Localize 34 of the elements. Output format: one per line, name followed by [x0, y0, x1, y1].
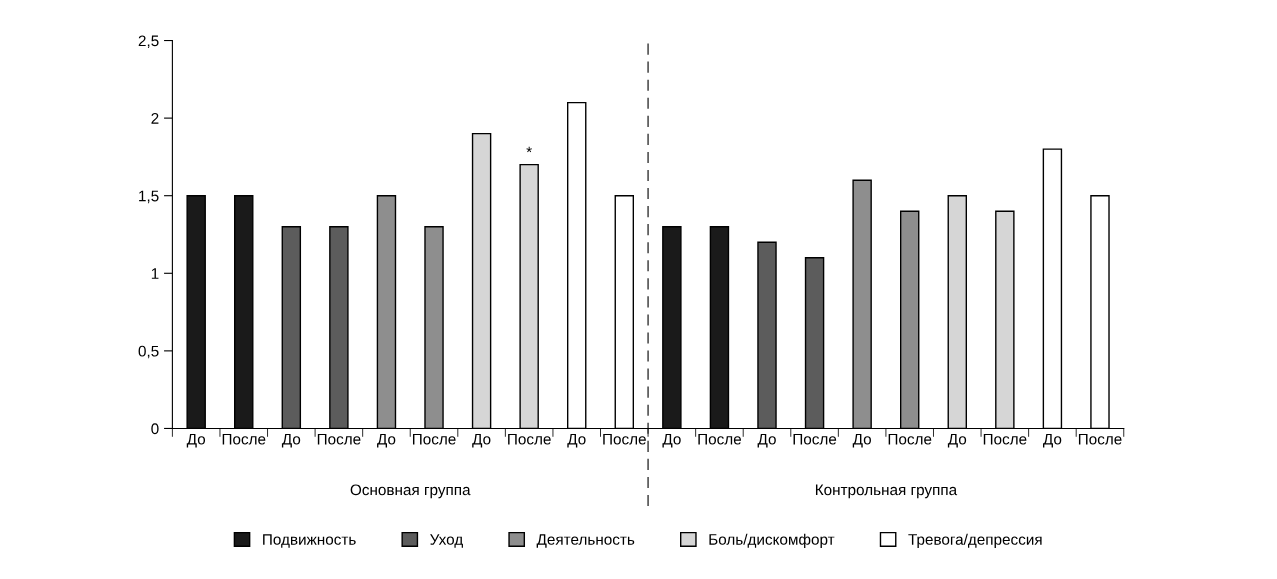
legend-label: Тревога/депрессия: [908, 533, 1042, 548]
x-tick-label: До: [1043, 433, 1062, 448]
x-tick-label: До: [186, 433, 206, 448]
y-tick-label: 0: [151, 423, 159, 435]
x-tick-label: До: [377, 433, 396, 448]
y-tick-label: 1,5: [139, 190, 159, 204]
x-tick-label: До: [472, 433, 491, 448]
y-tick-label: 2: [151, 112, 159, 124]
x-tick-label: После: [698, 433, 742, 445]
legend-label: Подвижность: [263, 534, 356, 548]
legend-label: Деятельность: [536, 534, 635, 548]
y-tick-label: 1: [151, 268, 159, 279]
y-tick-label: 0,5: [138, 345, 159, 359]
x-tick-label: После: [983, 433, 1027, 445]
x-tick-label: После: [603, 433, 646, 445]
x-tick-label: До: [852, 433, 871, 448]
x-tick-label: После: [317, 433, 361, 445]
legend-label: Уход: [430, 534, 463, 548]
text: Основная группа: [350, 484, 471, 499]
legend-label: Боль/дискомфорт: [709, 533, 835, 548]
x-tick-label: До: [662, 433, 681, 448]
x-tick-label: После: [1078, 433, 1122, 445]
x-tick-label: До: [567, 433, 586, 448]
y-tick-label: 2,5: [138, 35, 159, 49]
text: Контрольная группа: [815, 484, 958, 499]
x-tick-label: До: [281, 433, 301, 448]
data-label: *: [526, 146, 532, 153]
x-tick-label: После: [888, 433, 932, 445]
x-tick-label: До: [757, 433, 776, 448]
x-tick-label: После: [412, 433, 456, 445]
x-tick-label: До: [947, 433, 967, 448]
x-tick-label: После: [508, 433, 551, 445]
x-tick-label: После: [793, 433, 837, 445]
x-tick-label: После: [222, 433, 266, 445]
